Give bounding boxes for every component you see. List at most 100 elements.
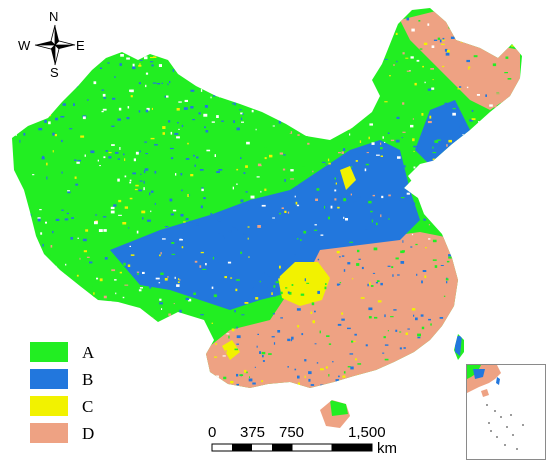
texture-speck xyxy=(497,226,499,228)
texture-speck xyxy=(467,13,470,16)
texture-speck xyxy=(395,257,399,260)
legend-item-d: D xyxy=(30,423,160,445)
texture-speck xyxy=(83,250,87,253)
texture-speck xyxy=(280,291,283,295)
texture-speck xyxy=(381,195,384,199)
texture-speck xyxy=(310,384,315,386)
texture-speck xyxy=(480,336,485,339)
texture-speck xyxy=(405,332,408,335)
texture-speck xyxy=(365,163,369,166)
texture-speck xyxy=(12,250,14,252)
texture-speck xyxy=(432,158,436,161)
texture-speck xyxy=(39,209,42,211)
texture-speck xyxy=(232,226,236,228)
texture-speck xyxy=(275,281,280,284)
texture-speck xyxy=(371,142,375,145)
texture-speck xyxy=(454,24,459,26)
texture-speck xyxy=(384,58,388,60)
texture-speck xyxy=(200,72,202,75)
texture-speck xyxy=(410,50,413,54)
texture-speck xyxy=(502,99,507,103)
texture-speck xyxy=(486,246,490,249)
texture-speck xyxy=(62,103,66,106)
texture-speck xyxy=(95,214,98,216)
texture-speck xyxy=(112,97,116,100)
texture-speck xyxy=(28,271,32,274)
texture-speck xyxy=(387,265,391,267)
texture-speck xyxy=(75,183,79,186)
texture-speck xyxy=(349,353,354,355)
scale-tick-375: 375 xyxy=(240,424,266,441)
texture-speck xyxy=(486,259,488,262)
texture-speck xyxy=(154,170,157,174)
texture-speck xyxy=(396,60,398,63)
texture-speck xyxy=(39,33,41,35)
inset-island xyxy=(496,436,498,438)
texture-speck xyxy=(500,143,504,146)
texture-speck xyxy=(283,106,285,109)
texture-speck xyxy=(308,378,311,382)
texture-speck xyxy=(388,194,391,197)
texture-speck xyxy=(231,328,235,332)
class-c-region xyxy=(278,262,330,306)
texture-speck xyxy=(45,221,47,224)
texture-speck xyxy=(482,321,486,323)
texture-speck xyxy=(332,361,334,363)
texture-speck xyxy=(493,264,496,268)
texture-speck xyxy=(124,175,127,178)
texture-speck xyxy=(200,205,203,209)
texture-speck xyxy=(315,70,320,73)
texture-speck xyxy=(415,243,418,246)
texture-speck xyxy=(487,134,489,137)
texture-speck xyxy=(454,211,457,213)
texture-speck xyxy=(272,125,275,127)
texture-speck xyxy=(193,62,197,65)
texture-speck xyxy=(515,118,518,121)
texture-speck xyxy=(415,317,418,321)
texture-speck xyxy=(284,179,286,182)
texture-speck xyxy=(365,35,369,38)
texture-speck xyxy=(95,61,97,65)
texture-speck xyxy=(139,59,143,61)
texture-speck xyxy=(247,237,249,240)
texture-speck xyxy=(496,37,498,39)
texture-speck xyxy=(86,256,90,258)
texture-speck xyxy=(315,94,318,98)
texture-speck xyxy=(466,142,468,145)
texture-speck xyxy=(257,333,259,335)
texture-speck xyxy=(128,227,130,229)
texture-speck xyxy=(144,52,148,54)
texture-speck xyxy=(185,218,189,221)
texture-speck xyxy=(496,292,499,296)
texture-speck xyxy=(120,54,124,57)
texture-speck xyxy=(389,75,391,77)
texture-speck xyxy=(144,56,148,60)
texture-speck xyxy=(132,66,136,70)
texture-speck xyxy=(217,232,220,234)
texture-speck xyxy=(190,50,193,53)
texture-speck xyxy=(163,358,166,362)
texture-speck xyxy=(183,221,186,223)
texture-speck xyxy=(492,244,493,246)
texture-speck xyxy=(279,152,283,155)
texture-speck xyxy=(194,25,198,29)
texture-speck xyxy=(355,54,358,58)
texture-speck xyxy=(273,342,276,345)
texture-speck xyxy=(261,351,266,355)
texture-speck xyxy=(515,315,519,318)
texture-speck xyxy=(197,68,201,71)
texture-speck xyxy=(236,183,238,185)
texture-speck xyxy=(411,188,415,190)
texture-speck xyxy=(160,235,164,238)
texture-speck xyxy=(262,360,265,362)
texture-speck xyxy=(402,131,406,133)
texture-speck xyxy=(154,34,156,37)
texture-speck xyxy=(233,120,235,123)
inset-island xyxy=(494,410,496,412)
texture-speck xyxy=(425,145,427,148)
texture-speck xyxy=(142,217,144,220)
bohai-sea xyxy=(408,160,440,190)
texture-speck xyxy=(314,240,317,242)
texture-speck xyxy=(18,204,21,207)
texture-speck xyxy=(354,333,357,336)
